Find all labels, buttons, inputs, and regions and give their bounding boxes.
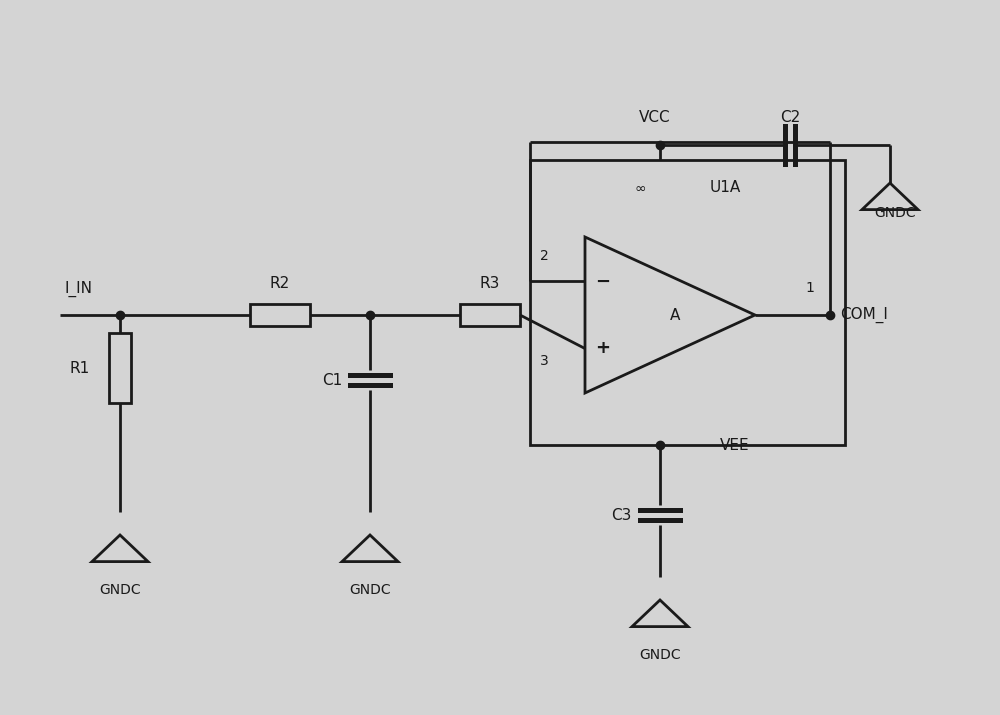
Text: 1: 1 (806, 281, 814, 295)
Text: C3: C3 (612, 508, 632, 523)
Text: −: − (595, 273, 611, 291)
Text: GNDC: GNDC (639, 648, 681, 662)
Text: R2: R2 (270, 275, 290, 290)
Text: U1A: U1A (710, 180, 741, 195)
Text: COM_I: COM_I (840, 307, 888, 323)
Text: 2: 2 (540, 250, 549, 263)
Text: R1: R1 (70, 360, 90, 375)
Text: C1: C1 (322, 373, 342, 388)
Text: 3: 3 (540, 353, 549, 368)
Text: ∞: ∞ (634, 182, 646, 196)
Text: C2: C2 (780, 109, 800, 124)
Text: +: + (596, 339, 610, 357)
Text: GNDC: GNDC (99, 583, 141, 597)
Bar (460, 304, 520, 326)
Text: R3: R3 (480, 275, 500, 290)
Text: I_IN: I_IN (64, 281, 92, 297)
Text: VCC: VCC (639, 110, 671, 125)
Bar (250, 304, 310, 326)
Bar (530, 160, 845, 445)
Text: VEE: VEE (720, 438, 750, 453)
Bar (109, 333, 131, 403)
Text: A: A (670, 307, 680, 322)
Text: GNDC: GNDC (874, 206, 916, 220)
Text: GNDC: GNDC (349, 583, 391, 597)
